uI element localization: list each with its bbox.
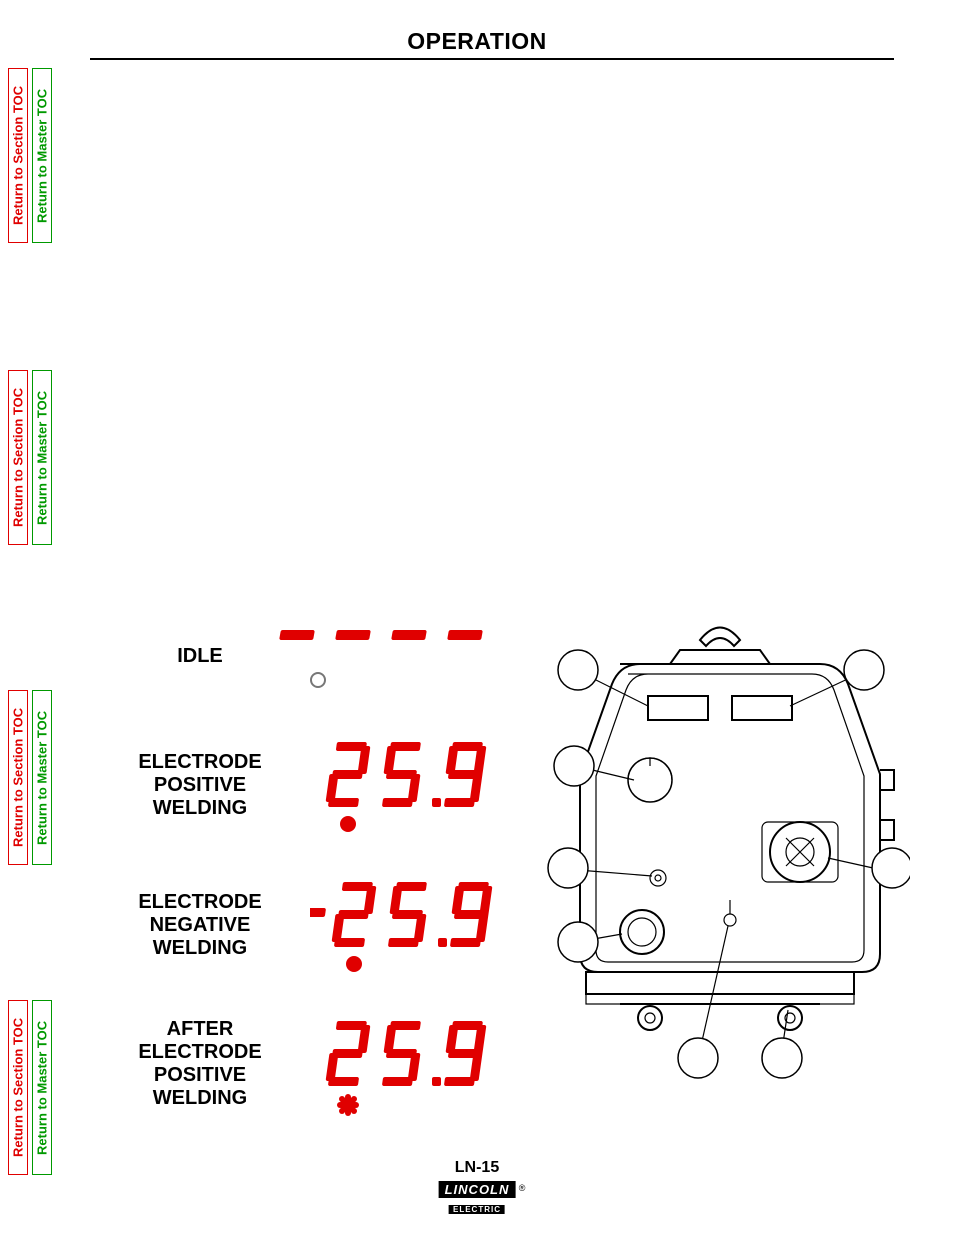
logo-bottom: ELECTRIC <box>449 1205 505 1214</box>
idle-display <box>270 626 510 686</box>
brand-logo: LINCOLN ® ELECTRIC <box>439 1181 516 1217</box>
header-rule <box>90 58 894 60</box>
registered-icon: ® <box>519 1183 526 1193</box>
section-toc-tab[interactable]: Return to Section TOC <box>8 370 28 545</box>
after-label: AFTER ELECTRODE POSITIVE WELDING <box>100 1018 300 1110</box>
display-state-idle: IDLE <box>140 626 510 686</box>
master-toc-tab[interactable]: Return to Master TOC <box>32 370 52 545</box>
page-title: OPERATION <box>0 28 954 55</box>
device-diagram <box>530 620 910 1080</box>
section-toc-tab[interactable]: Return to Section TOC <box>8 68 28 243</box>
section-toc-tab[interactable]: Return to Section TOC <box>8 1000 28 1175</box>
negative-display <box>310 880 550 970</box>
after-display <box>310 1019 550 1109</box>
positive-display <box>310 740 550 830</box>
idle-label: IDLE <box>140 645 260 668</box>
negative-label: ELECTRODE NEGATIVE WELDING <box>100 891 300 960</box>
positive-label: ELECTRODE POSITIVE WELDING <box>100 751 300 820</box>
logo-top: LINCOLN <box>439 1181 516 1198</box>
display-state-positive: ELECTRODE POSITIVE WELDING <box>100 740 550 830</box>
master-toc-tab[interactable]: Return to Master TOC <box>32 1000 52 1175</box>
display-state-after: AFTER ELECTRODE POSITIVE WELDING <box>100 1018 550 1110</box>
section-toc-tab[interactable]: Return to Section TOC <box>8 690 28 865</box>
footer-model: LN-15 <box>0 1159 954 1177</box>
page: Return to Section TOC Return to Master T… <box>0 0 954 1235</box>
display-state-negative: ELECTRODE NEGATIVE WELDING <box>100 880 550 970</box>
master-toc-tab[interactable]: Return to Master TOC <box>32 68 52 243</box>
master-toc-tab[interactable]: Return to Master TOC <box>32 690 52 865</box>
